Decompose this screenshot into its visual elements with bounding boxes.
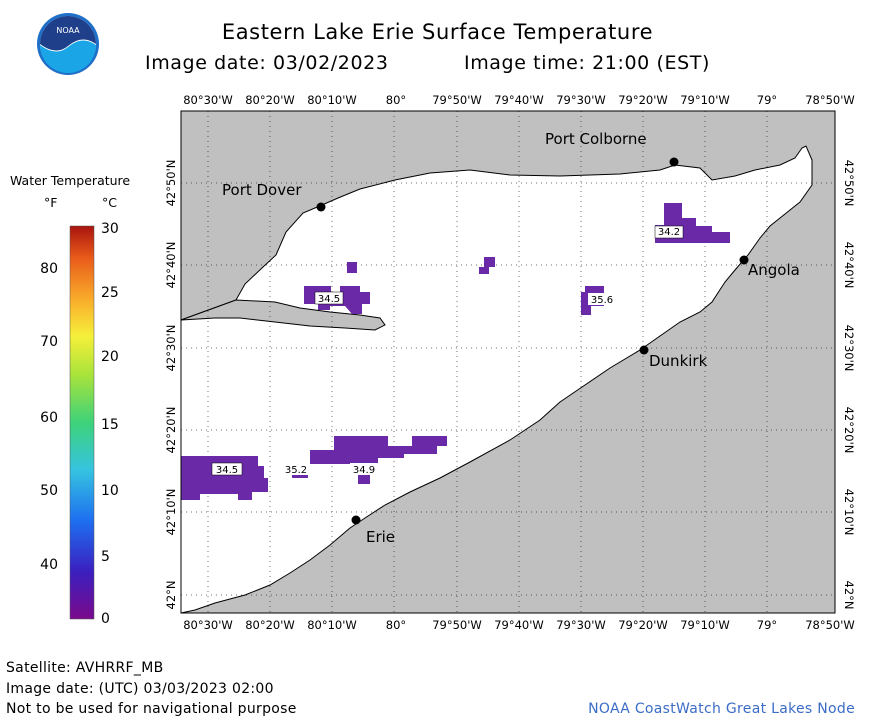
lat-tick-right: 42°10'N [842,489,856,536]
lon-tick-bottom: 80°20'W [245,618,295,632]
angola-marker [739,255,749,265]
legend-f-ticks: 80 70 60 50 40 [40,261,58,573]
legend-unit-c: °C [102,195,117,210]
dunkirk-label: Dunkirk [649,352,708,370]
erie-label: Erie [366,528,395,546]
graticule [181,111,835,613]
patch-7 [310,436,447,484]
latitude-ticks-right: 42°50'N 42°40'N 42°30'N 42°20'N 42°10'N … [842,160,856,610]
port-dover-marker [316,202,326,212]
city-markers [316,157,749,525]
temp-label-2: 34.5 [318,294,340,305]
f-tick: 40 [40,557,58,573]
legend-title: Water Temperature [10,173,130,188]
c-tick: 5 [101,549,110,565]
footer-credit: NOAA CoastWatch Great Lakes Node [588,701,855,717]
temp-label-4: 34.5 [216,465,238,476]
longitude-ticks-bottom: 80°30'W 80°20'W 80°10'W 80° 79°50'W 79°4… [183,618,855,632]
footer-disclaimer: Not to be used for navigational purpose [6,701,297,717]
lat-tick-left: 42°40'N [164,242,178,289]
lon-tick-top: 80°10'W [307,93,357,107]
patch-8 [292,475,308,478]
logo-text: NOAA [56,26,80,35]
lat-tick-right: 42°30'N [842,325,856,372]
image-date-label: Image date: 03/02/2023 [145,52,389,74]
noaa-logo-icon: NOAA [37,13,99,75]
f-tick: 60 [40,410,58,426]
temp-label-5: 35.2 [285,465,307,476]
angola-label: Angola [748,261,800,279]
longitude-ticks-top: 80°30'W 80°20'W 80°10'W 80° 79°50'W 79°4… [183,93,855,107]
page-title: Eastern Lake Erie Surface Temperature [221,20,654,44]
c-tick: 15 [101,417,119,433]
lon-tick-bottom: 79°20'W [618,618,668,632]
lon-tick-bottom: 80°10'W [307,618,357,632]
c-tick: 20 [101,349,119,365]
color-scale-bar [69,225,95,620]
lat-tick-left: 42°50'N [164,160,178,207]
port-colborne-marker [669,157,679,167]
temp-label-6: 34.9 [353,465,375,476]
lake-water [180,145,813,614]
f-tick: 70 [40,334,58,350]
map-frame [180,110,836,614]
lon-tick-bottom: 80° [386,618,406,632]
lon-tick-top: 79° [757,93,777,107]
port-colborne-label: Port Colborne [545,130,647,148]
patch-6 [181,456,268,500]
f-tick: 80 [40,261,58,277]
temp-label-1: 34.2 [658,227,680,238]
patch-4 [479,257,495,274]
lon-tick-top: 79°30'W [556,93,606,107]
image-time-label: Image time: 21:00 (EST) [464,52,711,74]
latitude-ticks-left: 42°50'N 42°40'N 42°30'N 42°20'N 42°10'N … [164,160,178,610]
lon-tick-top: 79°50'W [432,93,482,107]
lon-tick-bottom: 78°50'W [805,618,855,632]
legend-c-ticks: 30 25 20 15 10 5 0 [101,221,119,627]
lon-tick-bottom: 79° [757,618,777,632]
place-names: Port Colborne Port Dover Angola Dunkirk … [222,130,800,546]
f-tick: 50 [40,483,58,499]
lat-tick-left: 42°N [164,581,178,610]
patch-3 [347,262,357,273]
lat-tick-left: 42°20'N [164,407,178,454]
c-tick: 10 [101,483,119,499]
legend-unit-f: °F [44,195,57,210]
lon-tick-bottom: 79°50'W [432,618,482,632]
lon-tick-bottom: 79°30'W [556,618,606,632]
lat-tick-left: 42°30'N [164,325,178,372]
lon-tick-bottom: 79°10'W [680,618,730,632]
c-tick: 0 [101,611,110,627]
lon-tick-top: 79°40'W [494,93,544,107]
lon-tick-top: 80° [386,93,406,107]
lon-tick-top: 78°50'W [805,93,855,107]
lat-tick-right: 42°40'N [842,242,856,289]
erie-marker [351,515,361,525]
lat-tick-right: 42°N [842,581,856,610]
footer-satellite: Satellite: AVHRRF_MB [6,660,164,676]
long-point-spit [180,299,386,331]
noaa-logo: NOAA [36,12,100,76]
temperature-labels: 34.2 34.5 35.6 34.5 35.2 34.9 [211,225,684,476]
port-dover-label: Port Dover [222,181,302,199]
lon-tick-top: 79°10'W [680,93,730,107]
c-tick: 30 [101,221,119,237]
lat-tick-right: 42°20'N [842,407,856,454]
lon-tick-bottom: 80°30'W [183,618,233,632]
c-tick: 25 [101,285,119,301]
lon-tick-top: 79°20'W [618,93,668,107]
lat-tick-left: 42°10'N [164,489,178,536]
footer-utc-date: Image date: (UTC) 03/03/2023 02:00 [6,681,274,697]
temp-label-3: 35.6 [591,295,613,306]
lon-tick-bottom: 79°40'W [494,618,544,632]
temperature-legend: Water Temperature °F °C 80 70 60 50 40 [10,173,130,627]
lon-tick-top: 80°30'W [183,93,233,107]
lat-tick-right: 42°50'N [842,160,856,207]
dunkirk-marker [639,345,649,355]
lon-tick-top: 80°20'W [245,93,295,107]
